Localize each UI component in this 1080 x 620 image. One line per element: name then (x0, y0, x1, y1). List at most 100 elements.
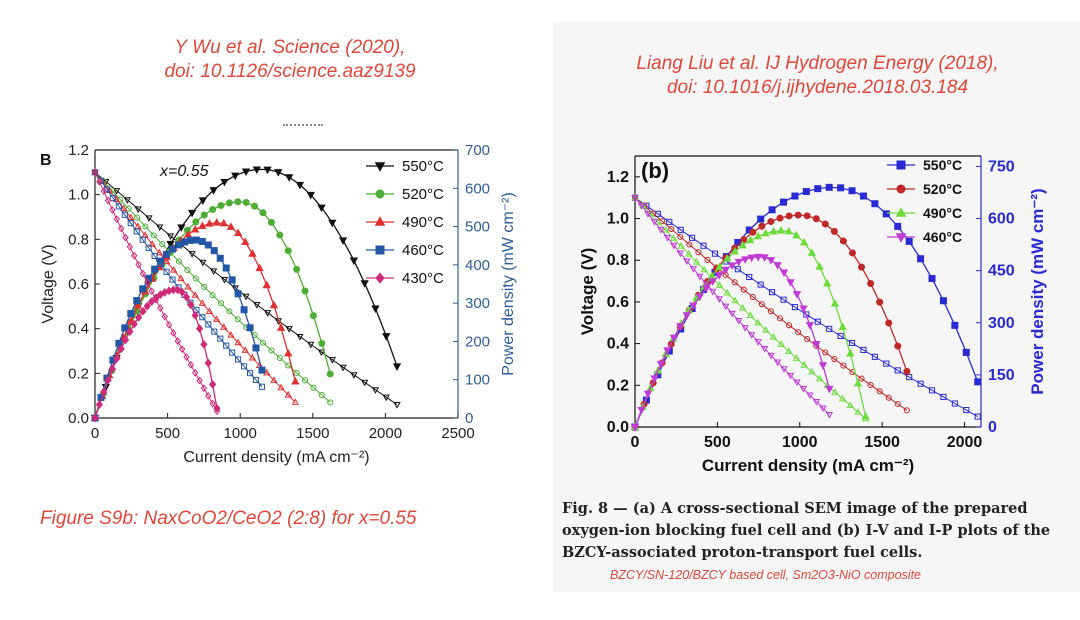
ip-point (242, 198, 250, 206)
iv-point (223, 342, 230, 349)
ip-point (213, 404, 221, 413)
ip-point (104, 375, 112, 385)
ip-point (734, 258, 743, 267)
ip-point (721, 266, 730, 275)
iv-point (117, 224, 125, 233)
y2-axis-title: Power density (mW cm⁻²) (500, 192, 517, 376)
iv-point (767, 308, 774, 315)
iv-point (963, 406, 970, 414)
ip-point (187, 300, 195, 310)
iv-point (235, 356, 242, 363)
iv-point (749, 293, 756, 301)
ip-point (749, 228, 757, 236)
legend-marker (374, 216, 386, 226)
iv-point (792, 354, 801, 361)
iv-point (917, 380, 924, 387)
iv-point (812, 399, 821, 406)
ip-point (95, 400, 104, 410)
iv-point (150, 232, 157, 239)
iv-point (227, 330, 235, 338)
iv-point (211, 328, 218, 335)
ip-point (928, 275, 936, 283)
iv-point (894, 367, 901, 374)
iv-point (170, 265, 178, 273)
fig-caption-line-3: BZCY-associated proton-transport fuel ce… (562, 544, 923, 561)
iv-point (234, 316, 241, 323)
iv-point (769, 289, 776, 296)
ip-point (848, 249, 856, 257)
iv-point (133, 214, 141, 221)
ip-point (210, 247, 218, 255)
y2-tick-label: 200 (465, 333, 490, 350)
iv-point (188, 251, 196, 258)
iv-point (109, 206, 116, 214)
y-tick-label: 0.8 (68, 231, 89, 248)
iv-point (644, 211, 652, 218)
iv-point (806, 392, 814, 400)
iv-point (677, 242, 685, 249)
iv-point (301, 377, 309, 384)
iv-point (241, 346, 249, 353)
iv-point (123, 197, 132, 204)
ip-point (276, 231, 284, 239)
ip-point (326, 370, 334, 378)
iv-point (159, 241, 166, 248)
ip-point (812, 341, 821, 349)
ip-point (166, 240, 175, 249)
iv-point (327, 399, 334, 406)
legend-marker (375, 245, 385, 255)
ip-point (803, 212, 811, 220)
ip-point (858, 263, 866, 271)
iv-point (184, 267, 191, 274)
ip-point (91, 413, 99, 423)
iv-point (226, 308, 233, 315)
iv-point (848, 339, 856, 347)
iv-point (685, 250, 693, 257)
iv-point (837, 332, 844, 340)
iv-point (676, 250, 685, 258)
iv-point (133, 228, 140, 235)
iv-point (700, 265, 708, 273)
ip-point (204, 358, 212, 368)
iv-point (234, 338, 242, 346)
iv-point (776, 315, 784, 322)
iv-point (191, 291, 199, 298)
iv-point (127, 213, 135, 221)
x-axis-title: Current density (mA cm⁻²) (183, 449, 369, 466)
ip-point (274, 169, 283, 177)
ip-point (200, 340, 208, 349)
iv-point (307, 341, 315, 349)
ip-point (126, 327, 134, 337)
ip-point (802, 188, 810, 196)
ip-point (251, 202, 259, 210)
iv-point (722, 303, 730, 311)
ip-point (650, 375, 659, 383)
ip-point (792, 291, 802, 299)
iv-point (738, 303, 747, 311)
ip-point (267, 218, 275, 226)
iv-point (178, 345, 186, 353)
iv-point (723, 288, 731, 296)
iv-point (220, 323, 228, 330)
iv-curve-line (94, 171, 398, 406)
iv-point (663, 234, 672, 242)
ip-point (894, 222, 902, 230)
iv-point (277, 383, 285, 391)
iv-point (276, 354, 283, 361)
iv-point (871, 353, 878, 360)
ip-point (838, 322, 847, 330)
iv-point (854, 407, 862, 415)
ip-point (151, 265, 159, 273)
ip-point (152, 293, 160, 303)
ip-point (139, 306, 147, 316)
iv-point (769, 333, 778, 340)
iv-point (142, 223, 149, 230)
ip-point (738, 240, 747, 249)
iv-point (199, 259, 207, 267)
ip-point (248, 249, 257, 257)
ip-point (837, 184, 845, 192)
iv-point (263, 310, 272, 317)
ip-point (284, 247, 292, 255)
iv-point (906, 374, 913, 381)
iv-point (819, 405, 827, 413)
